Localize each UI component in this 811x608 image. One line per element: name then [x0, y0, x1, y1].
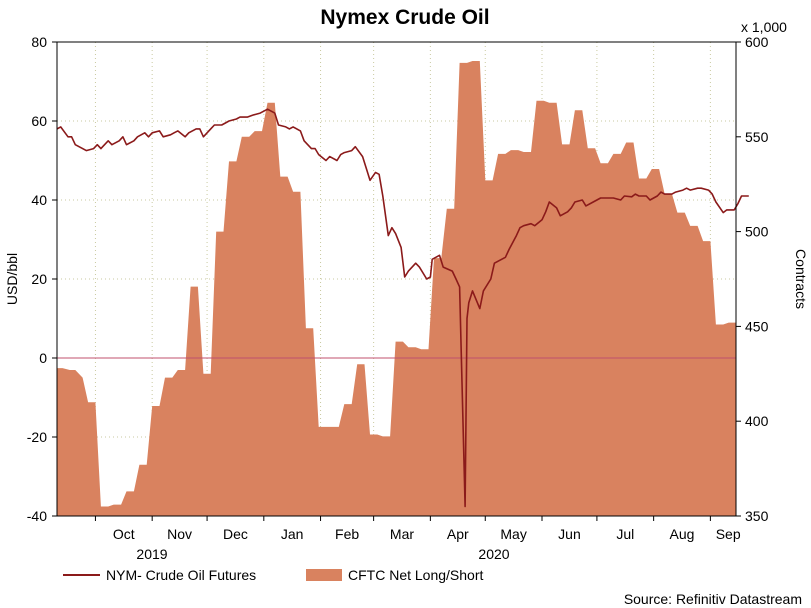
year-label: 2020: [478, 546, 509, 562]
cftc-area-layer: [57, 61, 736, 516]
right-tick-label: 400: [745, 413, 769, 429]
right-axis-ticks: 600 550 500 450 400 350: [736, 34, 769, 524]
month-label: Jul: [616, 526, 634, 542]
source-note: Source: Refinitiv Datastream: [624, 591, 802, 607]
right-tick-label: 500: [745, 224, 769, 240]
left-tick-label: 80: [31, 34, 47, 50]
month-label: Apr: [447, 526, 469, 542]
right-tick-label: 350: [745, 508, 769, 524]
year-label: 2019: [136, 546, 167, 562]
month-label: Jun: [558, 526, 581, 542]
left-axis-ticks: 80 60 40 20 0 -20 -40: [27, 34, 57, 524]
month-label: May: [500, 526, 526, 542]
right-axis-unit-note: x 1,000: [741, 19, 787, 35]
left-tick-label: 0: [39, 350, 47, 366]
legend-label-cftc: CFTC Net Long/Short: [348, 567, 483, 583]
left-tick-label: 20: [31, 271, 47, 287]
month-label: Sep: [716, 526, 741, 542]
left-tick-label: -40: [27, 508, 47, 524]
oil-price-line: [56, 108, 749, 508]
chart-title: Nymex Crude Oil: [320, 6, 489, 29]
left-tick-label: 60: [31, 113, 47, 129]
month-label: Jan: [281, 526, 304, 542]
cftc-net-area: [57, 61, 736, 516]
month-label: Mar: [390, 526, 414, 542]
month-label: Dec: [223, 526, 248, 542]
month-label: Feb: [335, 526, 359, 542]
right-tick-label: 450: [745, 318, 769, 334]
right-tick-label: 600: [745, 34, 769, 50]
right-tick-label: 550: [745, 129, 769, 145]
month-label: Oct: [113, 526, 135, 542]
left-tick-label: 40: [31, 192, 47, 208]
legend-label-oil: NYM- Crude Oil Futures: [106, 567, 256, 583]
oil-price-line-layer: [56, 108, 749, 508]
legend-area-swatch: [306, 569, 342, 581]
legend: NYM- Crude Oil Futures CFTC Net Long/Sho…: [63, 567, 483, 583]
year-labels: 2019 2020: [136, 546, 509, 562]
month-labels: Oct Nov Dec Jan Feb Mar Apr May Jun Jul Aug Sep: [113, 526, 741, 542]
right-axis-label: Contracts: [793, 249, 809, 309]
month-label: Aug: [670, 526, 695, 542]
left-tick-label: -20: [27, 429, 47, 445]
month-label: Nov: [167, 526, 192, 542]
left-axis-label: USD/bbl: [4, 253, 20, 305]
